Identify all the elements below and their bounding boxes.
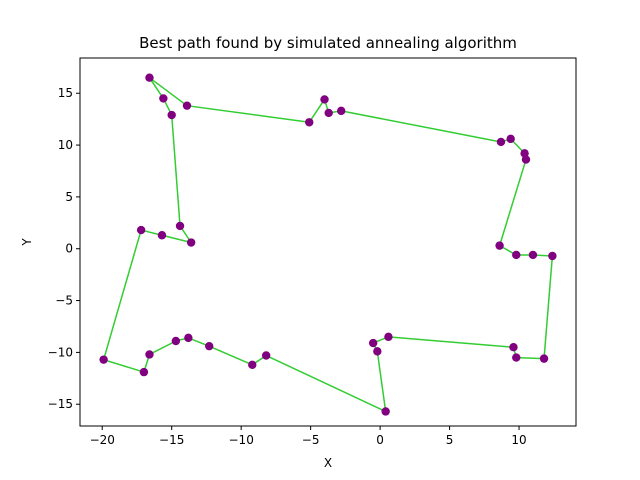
city-point [171, 336, 181, 346]
city-point [305, 118, 314, 127]
city-point [139, 367, 149, 377]
city-point [381, 407, 390, 416]
city-point [186, 238, 196, 247]
path-segment [102, 229, 142, 360]
city-point [539, 354, 549, 363]
city-point [509, 343, 518, 352]
axis-ticks: −20 −15 −10 −5 0 5 10 −15 −10 −5 0 5 10 15 [48, 86, 527, 447]
city-point [145, 350, 154, 359]
city-point [512, 250, 521, 260]
city-point [496, 137, 506, 147]
x-axis-label: X [324, 456, 332, 470]
path-segment [498, 159, 527, 246]
path-segment [376, 351, 387, 412]
path-segment [308, 99, 326, 123]
y-tick-label: −15 [48, 397, 73, 411]
city-point [261, 351, 271, 360]
city-point [368, 338, 378, 348]
y-axis-label: Y [20, 238, 34, 247]
y-tick-label: 5 [65, 190, 73, 204]
city-point [136, 225, 146, 235]
city-point [205, 341, 214, 351]
city-point [512, 353, 521, 362]
x-tick-label: −20 [90, 433, 115, 447]
path-segment [149, 340, 177, 356]
path-segment [103, 358, 145, 373]
x-tick-label: 10 [511, 433, 526, 447]
city-point [384, 332, 393, 342]
y-tick-label: −5 [55, 294, 73, 308]
y-tick-label: 15 [58, 86, 73, 100]
path-segment [208, 345, 253, 366]
city-point [373, 347, 382, 356]
city-point [495, 241, 504, 250]
city-point [157, 231, 167, 240]
path-segment [516, 356, 545, 360]
city-point [167, 110, 176, 120]
x-tick-label: −15 [159, 433, 184, 447]
path-segment [388, 336, 514, 348]
path-segment [265, 354, 386, 413]
x-tick-label: 0 [376, 433, 384, 447]
path-segment [149, 77, 188, 107]
path-segment [186, 104, 310, 124]
city-point [520, 149, 529, 158]
city-point [320, 95, 329, 104]
city-point [324, 108, 333, 118]
x-tick-label: −10 [229, 433, 254, 447]
y-tick-label: −10 [48, 345, 73, 359]
x-tick-label: 5 [446, 433, 454, 447]
path-segment [341, 110, 502, 143]
city-point [175, 221, 185, 231]
city-point [182, 101, 192, 110]
city-point [145, 73, 154, 82]
city-point [184, 333, 193, 343]
city-point [506, 134, 515, 144]
path-segment [170, 114, 181, 226]
city-point [336, 106, 346, 116]
city-point [248, 360, 257, 370]
y-tick-label: 0 [65, 242, 73, 256]
city-point [99, 355, 108, 364]
axes-frame [79, 57, 577, 427]
path-segment [543, 255, 554, 359]
chart-title: Best path found by simulated annealing a… [139, 34, 517, 52]
x-tick-label: −5 [302, 433, 320, 447]
plot-area [99, 73, 557, 416]
city-point [159, 94, 168, 103]
path-segment [161, 234, 192, 244]
y-tick-label: 10 [58, 138, 73, 152]
city-point [548, 251, 557, 261]
city-point [528, 250, 538, 260]
